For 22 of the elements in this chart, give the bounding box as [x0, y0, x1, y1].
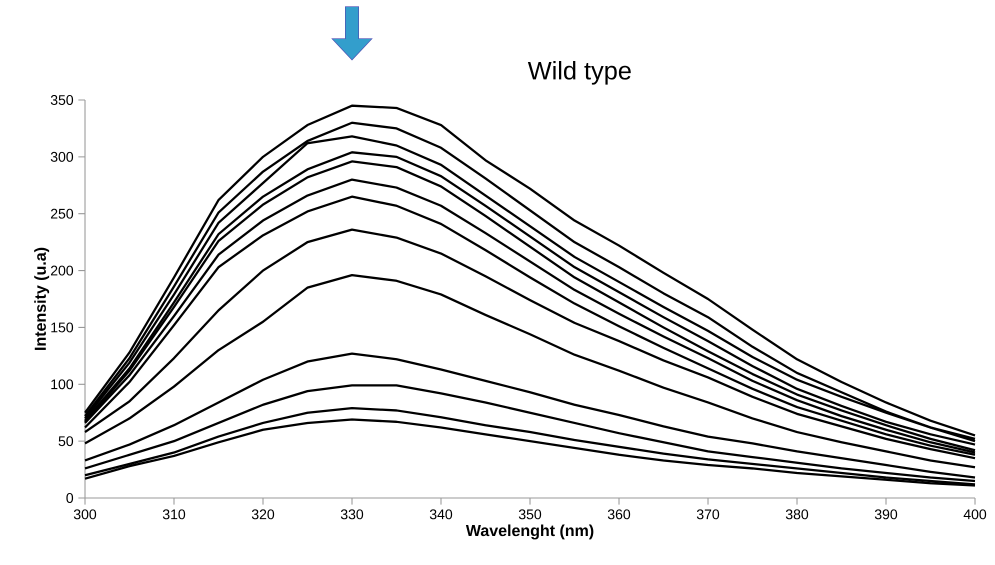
x-tick-label: 360 — [608, 509, 630, 520]
y-tick-label: 250 — [50, 208, 74, 219]
y-tick-label: 100 — [51, 379, 74, 390]
x-tick-label: 370 — [696, 509, 720, 520]
x-tick-label: 380 — [786, 509, 808, 520]
x-tick-label: 400 — [964, 509, 986, 520]
y-tick-label: 50 — [58, 436, 74, 446]
chart-title: Wild type — [528, 61, 631, 85]
y-tick-label: 200 — [50, 266, 74, 276]
x-tick-label: 330 — [340, 509, 364, 520]
y-tick-label: 350 — [50, 95, 74, 105]
x-tick-label: 300 — [74, 509, 96, 520]
x-tick-label: 340 — [430, 509, 452, 520]
x-tick-label: 350 — [518, 509, 542, 520]
x-tick-label: 320 — [252, 509, 274, 520]
y-tick-label: 0 — [66, 493, 74, 503]
y-tick-label: 150 — [51, 322, 74, 332]
x-tick-label: 390 — [874, 509, 898, 520]
x-axis-title: Wavelenght (nm) — [466, 524, 594, 540]
y-tick-label: 300 — [50, 152, 74, 162]
y-axis-title: Intensity (u.a) — [34, 248, 50, 350]
x-tick-label: 310 — [162, 509, 186, 520]
